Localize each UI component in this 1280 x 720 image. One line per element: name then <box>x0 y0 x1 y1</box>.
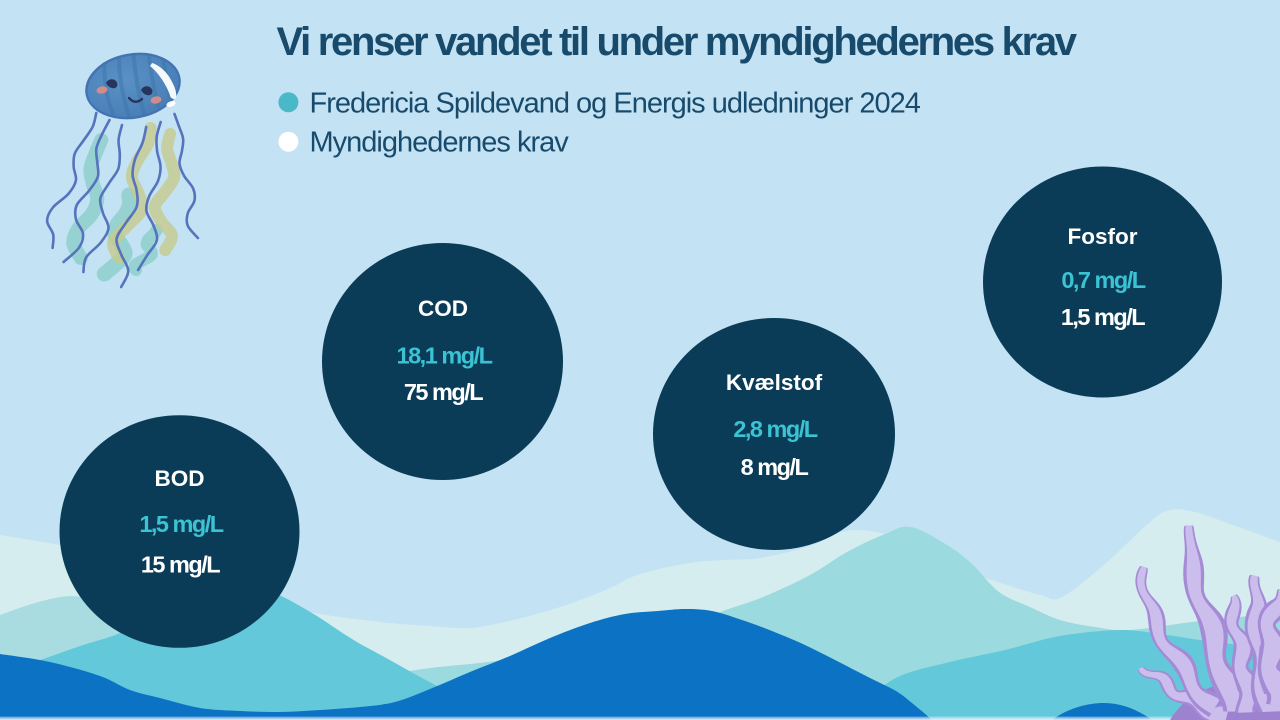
svg-text:1,5 mg/L: 1,5 mg/L <box>139 511 223 537</box>
svg-text:18,1 mg/L: 18,1 mg/L <box>397 343 493 369</box>
svg-text:75 mg/L: 75 mg/L <box>404 379 483 405</box>
svg-text:Vi renser vandet til under myn: Vi renser vandet til under myndighederne… <box>277 20 1078 64</box>
svg-text:COD: COD <box>418 296 468 321</box>
svg-text:0,7 mg/L: 0,7 mg/L <box>1061 267 1145 293</box>
svg-text:2,8 mg/L: 2,8 mg/L <box>733 416 817 442</box>
svg-text:Myndighedernes krav: Myndighedernes krav <box>310 126 570 158</box>
svg-text:Fredericia Spildevand og Energ: Fredericia Spildevand og Energis udledni… <box>310 87 921 119</box>
svg-text:Kvælstof: Kvælstof <box>726 370 823 395</box>
svg-text:Fosfor: Fosfor <box>1068 224 1138 249</box>
svg-text:BOD: BOD <box>155 466 205 491</box>
svg-text:15 mg/L: 15 mg/L <box>141 552 220 578</box>
svg-text:1,5 mg/L: 1,5 mg/L <box>1061 304 1145 330</box>
svg-text:8 mg/L: 8 mg/L <box>741 454 809 480</box>
